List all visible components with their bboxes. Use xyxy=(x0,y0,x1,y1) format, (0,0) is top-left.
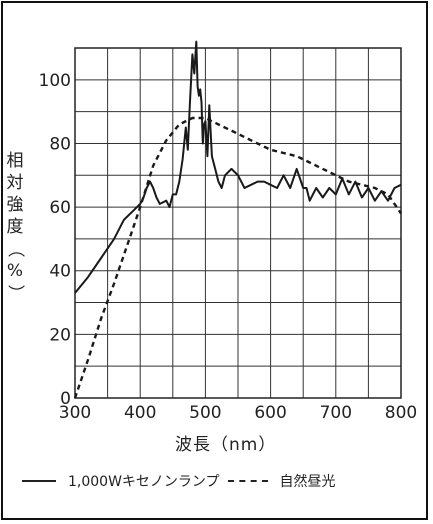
legend-solid-swatch xyxy=(22,480,56,482)
series-line-daylight xyxy=(73,116,402,399)
chart-frame xyxy=(1,1,428,520)
y-axis-label-char: 相 xyxy=(6,151,24,171)
y-axis-label: 相対強度 （% ） xyxy=(4,150,26,304)
x-tick-label: 700 xyxy=(320,403,352,423)
y-axis-label-char: 度 xyxy=(6,217,24,237)
x-tick-label: 300 xyxy=(59,403,91,423)
series-line-xenon xyxy=(74,40,402,294)
y-tick-label: 20 xyxy=(49,325,71,345)
y-axis-label-text: 相対強度 （% ） xyxy=(4,150,26,304)
legend: 1,000Wキセノンランプ 自然昼光 xyxy=(22,470,336,492)
y-axis-label-char: 強 xyxy=(6,195,24,215)
legend-item-xenon: 1,000Wキセノンランプ xyxy=(68,474,220,490)
y-tick-label: 80 xyxy=(49,134,71,154)
y-tick-label: 60 xyxy=(49,198,71,218)
x-tick-label: 600 xyxy=(254,403,286,423)
x-tick-label: 800 xyxy=(385,403,417,423)
y-tick-label: 0 xyxy=(60,389,71,409)
y-axis-label-char: 対 xyxy=(6,173,24,193)
legend-dashed-swatch xyxy=(227,480,268,482)
y-axis-label-char: （ xyxy=(5,240,25,258)
y-axis-label-char: ） xyxy=(5,284,25,302)
legend-item-daylight: 自然昼光 xyxy=(279,474,336,490)
x-tick-label: 400 xyxy=(124,403,156,423)
x-tick-label: 500 xyxy=(189,403,221,423)
y-axis-label-char: % xyxy=(6,261,24,281)
y-tick-label: 40 xyxy=(49,262,71,282)
y-tick-label: 100 xyxy=(39,71,71,91)
x-axis-label: 波長（nm） xyxy=(175,435,277,455)
plot-area-border xyxy=(74,47,402,399)
